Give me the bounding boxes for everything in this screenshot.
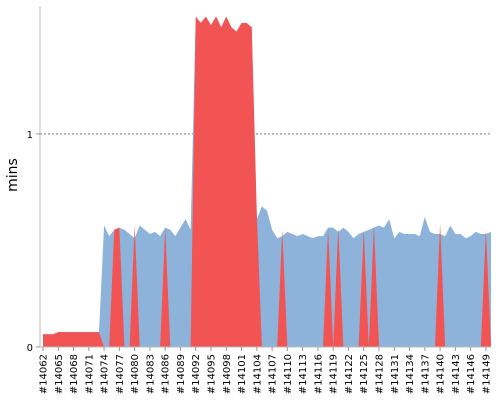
x-tick-label: #14092 (191, 354, 202, 394)
y-axis: 01 (27, 6, 41, 354)
x-tick-label: #14146 (466, 354, 477, 394)
x-tick-label: #14140 (436, 354, 447, 394)
x-tick-label: #14137 (420, 354, 431, 394)
x-tick-label: #14062 (39, 354, 50, 394)
x-tick-label: #14128 (375, 354, 386, 394)
x-tick-label: #14080 (130, 354, 141, 394)
x-tick-label: #14119 (329, 354, 340, 394)
series-area-0 (43, 16, 491, 347)
x-tick-label: #14143 (451, 354, 462, 394)
x-tick-label: #14125 (359, 354, 370, 394)
y-axis-label: mins (5, 158, 21, 192)
x-tick-label: #14104 (252, 354, 263, 394)
x-tick-label: #14149 (481, 354, 492, 394)
x-tick-label: #14095 (207, 354, 218, 394)
x-tick-label: #14122 (344, 354, 355, 394)
y-tick-label: 1 (27, 130, 33, 141)
x-tick-label: #14083 (145, 354, 156, 394)
x-tick-label: #14071 (84, 354, 95, 394)
x-tick-label: #14098 (222, 354, 233, 394)
x-tick-label: #14131 (390, 354, 401, 394)
x-axis: #14062 #14065 #14068 #14071 #14074 #14077 #140… (39, 346, 492, 394)
x-tick-label: #14077 (115, 354, 126, 394)
x-tick-label: #14086 (161, 354, 172, 394)
x-tick-label: #14116 (313, 354, 324, 394)
x-tick-label: #14074 (100, 354, 111, 394)
x-tick-label: #14089 (176, 354, 187, 394)
plot-area (40, 16, 491, 347)
x-tick-label: #14134 (405, 354, 416, 394)
x-tick-label: #14065 (54, 354, 65, 394)
x-tick-label: #14101 (237, 354, 248, 394)
x-tick-label: #14068 (69, 354, 80, 394)
y-tick-label: 0 (27, 343, 33, 354)
x-tick-label: #14107 (268, 354, 279, 394)
x-tick-label: #14113 (298, 354, 309, 394)
x-tick-label: #14110 (283, 354, 294, 394)
